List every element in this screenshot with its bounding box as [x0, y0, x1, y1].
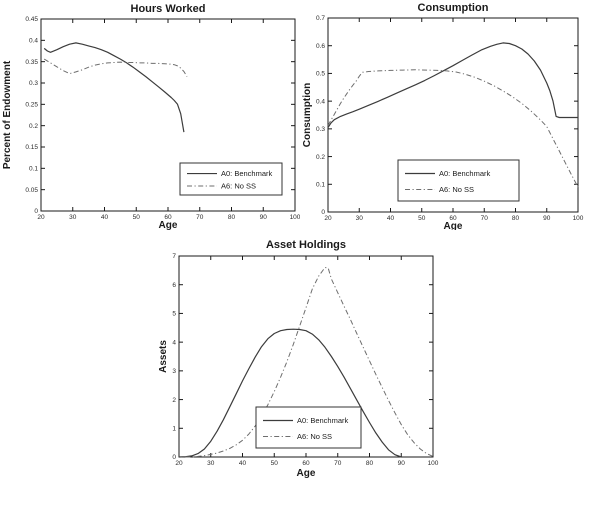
x-tick-label: 90: [398, 460, 406, 467]
y-tick-label: 0.5: [316, 71, 325, 78]
x-tick-label: 20: [175, 460, 183, 467]
x-tick-label: 80: [366, 460, 374, 467]
x-tick-label: 30: [69, 214, 77, 221]
y-tick-label: 0.4: [29, 38, 38, 45]
x-axis-label: Age: [444, 221, 463, 230]
x-axis-label: Age: [159, 220, 178, 230]
x-tick-label: 20: [37, 214, 45, 221]
x-tick-label: 20: [324, 215, 332, 222]
series-benchmark-line: [43, 42, 185, 133]
y-tick-label: 0.3: [316, 126, 325, 133]
legend-box: [179, 162, 283, 196]
x-tick-label: 100: [290, 214, 300, 221]
x-tick-label: 50: [418, 215, 426, 222]
y-tick-label: 0.05: [25, 187, 38, 194]
x-axis-label: Age: [297, 468, 316, 479]
x-tick-label: 60: [164, 214, 172, 221]
y-tick-label: 0.3: [29, 80, 38, 87]
y-tick-label: 0.2: [29, 123, 38, 130]
y-tick-label: 0: [34, 208, 38, 215]
x-tick-label: 90: [260, 214, 268, 221]
chart-title: Asset Holdings: [266, 239, 346, 251]
series-noss-line: [327, 69, 579, 188]
x-tick-label: 30: [207, 460, 215, 467]
x-tick-label: 70: [196, 214, 204, 221]
y-tick-label: 4: [172, 339, 176, 346]
series-noss-line: [43, 58, 188, 77]
y-tick-label: 0.1: [29, 166, 38, 173]
y-axis-label: Assets: [158, 340, 169, 373]
y-tick-label: 0.6: [316, 43, 325, 50]
chart-canvas: 20 30 40 50 60 70 80 90 100 0 1 2 3 4 5 6 7 Asset Holding…: [158, 239, 439, 479]
x-tick-label: 40: [239, 460, 247, 467]
x-tick-label: 60: [302, 460, 310, 467]
x-tick-label: 80: [228, 214, 236, 221]
x-tick-label: 50: [271, 460, 279, 467]
y-tick-label: 0.45: [25, 16, 38, 23]
x-tick-label: 100: [573, 215, 584, 222]
y-tick-label: 0.4: [316, 98, 325, 105]
x-tick-label: 80: [512, 215, 520, 222]
y-tick-label: 0.7: [316, 15, 325, 22]
x-tick-label: 40: [101, 214, 109, 221]
y-axis-label: Consumption: [302, 83, 313, 147]
series-benchmark-line: [327, 42, 578, 128]
y-tick-label: 5: [172, 311, 176, 318]
x-tick-label: 50: [133, 214, 141, 221]
x-tick-label: 30: [356, 215, 364, 222]
legend-entry-label: A0: Benchmark: [439, 169, 491, 178]
x-tick-label: 40: [387, 215, 395, 222]
legend-entry-label: A6: No SS: [297, 432, 332, 441]
y-tick-label: 0.1: [316, 181, 325, 188]
chart-canvas: 20 30 40 50 60 70 80 90 100 0 0.1 0.2 0.3 0.4 0.5 0.6 0.…: [302, 2, 584, 230]
y-tick-label: 6: [172, 282, 176, 289]
y-axis-label: Percent of Endowment: [2, 60, 13, 169]
y-tick-label: 0.15: [25, 144, 38, 151]
y-tick-label: 0.2: [316, 154, 325, 161]
consumption-chart: 20 30 40 50 60 70 80 90 100 0 0.1 0.2 0.3 0.4 0.5 0.6 0.…: [300, 0, 600, 230]
legend-box: [255, 406, 362, 449]
legend-box: [397, 159, 520, 202]
series-benchmark-line: [178, 328, 402, 458]
chart-canvas: 20 30 40 50 60 70 80 90 100 0 0.05 0.1 0.15 0.2 0.25 0.…: [2, 3, 300, 230]
chart-title: Consumption: [418, 2, 489, 14]
y-tick-label: 3: [172, 368, 176, 375]
y-tick-label: 7: [172, 253, 176, 260]
hours-worked-chart: 20 30 40 50 60 70 80 90 100 0 0.05 0.1 0.15 0.2 0.25 0.…: [0, 0, 300, 230]
chart-title: Hours Worked: [131, 3, 206, 15]
x-tick-label: 90: [543, 215, 551, 222]
y-tick-label: 0.35: [25, 59, 38, 66]
y-tick-label: 0: [321, 209, 325, 216]
x-tick-label: 60: [449, 215, 457, 222]
x-tick-label: 70: [334, 460, 342, 467]
asset-holdings-chart: 20 30 40 50 60 70 80 90 100 0 1 2 3 4 5 6 7 Asset Holding…: [150, 230, 450, 485]
legend-entry-label: A6: No SS: [221, 182, 256, 191]
x-tick-label: 100: [428, 460, 439, 467]
y-tick-label: 0.25: [25, 102, 38, 109]
x-tick-label: 70: [481, 215, 489, 222]
series-noss-line: [185, 267, 434, 458]
y-tick-label: 0: [172, 454, 176, 461]
legend-entry-label: A6: No SS: [439, 185, 474, 194]
y-tick-label: 2: [172, 397, 176, 404]
legend-entry-label: A0: Benchmark: [297, 416, 349, 425]
y-tick-label: 1: [172, 425, 176, 432]
legend-entry-label: A0: Benchmark: [221, 169, 273, 178]
